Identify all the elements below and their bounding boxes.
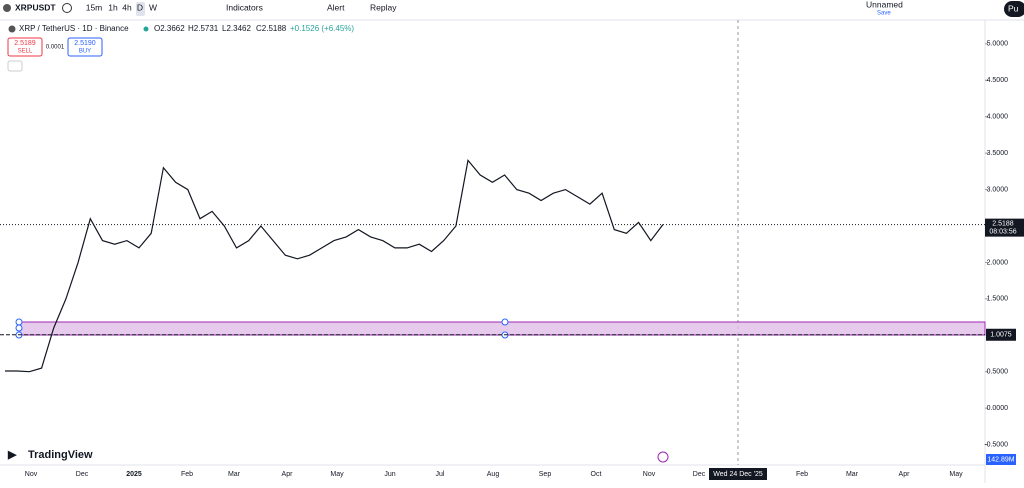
x-tick-label: Sep [539, 471, 552, 478]
buy-label[interactable]: BUY [79, 49, 91, 55]
countdown-label: 08:03:56 [989, 228, 1016, 235]
x-tick-label: Dec [76, 471, 89, 478]
legend-close: C2.5188 [256, 24, 287, 33]
x-tick-label: Oct [591, 471, 602, 478]
x-tick-label: Jun [384, 471, 395, 478]
interval-button[interactable]: 15m [86, 2, 103, 12]
y-tick-label: -0.5000 [984, 441, 1008, 448]
y-tick-label: 4.5000 [987, 77, 1009, 84]
legend-icon [8, 25, 16, 33]
add-symbol[interactable] [62, 3, 72, 13]
rectangle-drawing[interactable] [18, 321, 986, 336]
sell-label[interactable]: SELL [18, 49, 33, 55]
buy-button[interactable] [67, 37, 103, 57]
x-tick-label: Aug [487, 471, 500, 478]
volume-tag [986, 454, 1016, 465]
x-tick-label: 2025 [126, 471, 142, 478]
y-tick-label: 4.0000 [987, 114, 1009, 121]
price-line [5, 159, 664, 373]
y-tick-label: 0.0000 [987, 405, 1009, 412]
interval-button[interactable]: D [137, 2, 143, 12]
x-tick-label: Nov [643, 471, 656, 478]
x-tick-label: Apr [899, 471, 911, 478]
y-tick-label: 3.5000 [987, 150, 1009, 157]
interval-button[interactable]: 4h [122, 2, 132, 12]
publish-label[interactable]: Pu [1008, 3, 1019, 13]
last-price-tag [985, 218, 1024, 237]
market-status [143, 26, 149, 32]
y-tick-label: 1.5000 [987, 296, 1009, 303]
buy-price[interactable]: 2.5190 [74, 40, 96, 47]
indicators-button[interactable]: Indicators [226, 2, 263, 12]
layout-name[interactable]: Unnamed [866, 0, 903, 9]
crosshair-time-tag [709, 468, 767, 480]
replay-button[interactable]: Replay [370, 2, 397, 12]
level-tag [986, 328, 1016, 341]
logo-mark: ▶ [7, 449, 17, 461]
volume-label: 142.89M [987, 456, 1014, 463]
x-tick-label: Dec [693, 471, 706, 478]
level-label: 1.0075 [990, 332, 1012, 339]
collapse-button[interactable] [7, 60, 23, 72]
legend-low: L2.3462 [222, 24, 251, 33]
y-tick-label: 2.0000 [987, 259, 1009, 266]
x-tick-label: Jul [436, 471, 445, 478]
x-tick-label: May [330, 471, 344, 478]
last-price-label: 2.5188 [992, 220, 1014, 227]
y-tick-label: 5.0000 [987, 41, 1009, 48]
legend-open: O2.3662 [154, 24, 185, 33]
spread: 0.0001 [46, 45, 65, 51]
interval-button[interactable]: 1h [108, 2, 118, 12]
y-tick-label: 0.5000 [987, 369, 1009, 376]
y-tick-label: 3.0000 [987, 186, 1009, 193]
x-tick-label: May [949, 471, 963, 478]
interval-active [136, 2, 145, 16]
publish-button[interactable] [1004, 1, 1024, 17]
event-icon[interactable] [657, 451, 669, 463]
alert-button[interactable]: Alert [327, 2, 345, 12]
x-tick-label: Feb [181, 471, 193, 478]
toolbar [0, 0, 1024, 20]
sell-price[interactable]: 2.5189 [14, 40, 36, 47]
legend-title: XRP / TetherUS · 1D · Binance [19, 24, 129, 33]
symbol[interactable]: XRPUSDT [15, 2, 56, 12]
x-tick-label: Nov [25, 471, 38, 478]
x-tick-label: Mar [846, 471, 859, 478]
sell-button[interactable] [7, 37, 43, 57]
symbol-icon [3, 4, 11, 12]
legend-high: H2.5731 [188, 24, 219, 33]
x-tick-label: Apr [282, 471, 294, 478]
x-tick-label: Mar [228, 471, 241, 478]
legend-change: +0.1526 (+6.45%) [290, 24, 354, 33]
x-tick-label: Wed 24 Dec '25 [713, 471, 763, 478]
interval-button[interactable]: W [149, 2, 157, 12]
layout-save[interactable]: Save [877, 11, 891, 17]
logo: TradingView [28, 449, 93, 461]
x-tick-label: Feb [796, 471, 808, 478]
